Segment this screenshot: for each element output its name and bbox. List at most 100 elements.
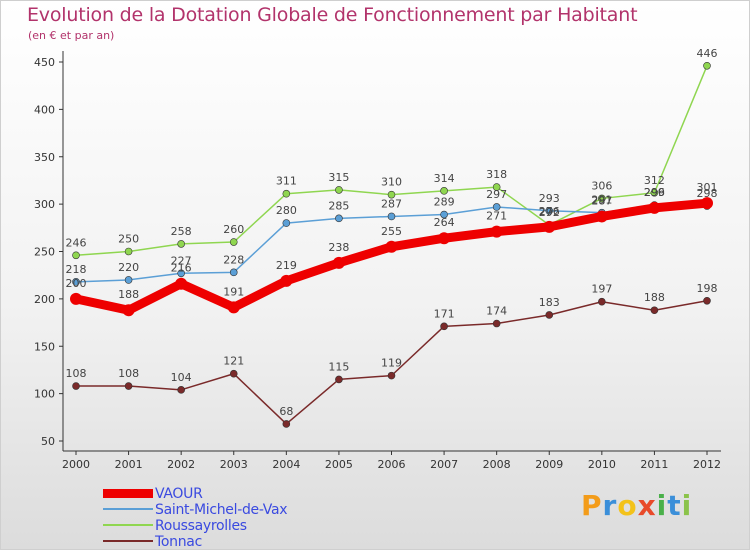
- data-label: 293: [539, 192, 560, 205]
- y-tick-label: 200: [34, 293, 55, 306]
- data-point-saint-michel-de-vax: [124, 276, 133, 284]
- data-point-saint-michel-de-vax: [492, 203, 501, 211]
- x-tick-label: 2011: [640, 458, 668, 471]
- data-point-roussayrolles: [282, 189, 291, 198]
- data-point-tonnac: [545, 311, 554, 319]
- data-point-vaour: [332, 256, 345, 269]
- data-point-tonnac: [229, 369, 238, 378]
- data-point-vaour: [227, 301, 240, 314]
- data-label: 301: [697, 181, 718, 194]
- data-point-roussayrolles: [650, 188, 659, 197]
- data-label: 291: [591, 194, 612, 207]
- legend-swatch: [103, 524, 153, 526]
- x-tick-label: 2001: [115, 458, 143, 471]
- data-label: 198: [697, 282, 718, 295]
- logo-letter: t: [667, 489, 682, 522]
- x-tick-label: 2000: [62, 458, 90, 471]
- data-point-vaour: [595, 210, 608, 223]
- x-tick-label: 2007: [430, 458, 458, 471]
- data-label: 188: [118, 288, 139, 301]
- data-point-vaour: [385, 240, 398, 253]
- data-label: 446: [697, 47, 718, 60]
- data-label: 238: [328, 241, 349, 254]
- data-label: 299: [644, 186, 665, 199]
- y-tick-label: 50: [41, 435, 55, 448]
- x-tick-label: 2003: [220, 458, 248, 471]
- chart-subtitle: (en € et par an): [28, 29, 115, 42]
- data-label: 280: [276, 204, 297, 217]
- data-point-vaour: [490, 225, 503, 238]
- data-label: 314: [434, 172, 455, 185]
- data-label: 216: [171, 262, 192, 275]
- logo-letter: i: [681, 489, 693, 522]
- data-point-roussayrolles: [440, 187, 448, 195]
- data-label: 258: [171, 225, 192, 238]
- data-point-roussayrolles: [177, 240, 185, 248]
- data-point-saint-michel-de-vax: [229, 268, 238, 277]
- data-label: 287: [381, 197, 402, 210]
- data-label: 315: [328, 171, 349, 184]
- data-point-vaour: [70, 292, 82, 305]
- data-label: 311: [276, 175, 297, 188]
- data-label: 271: [486, 210, 507, 223]
- data-point-roussayrolles: [229, 238, 238, 246]
- data-point-vaour: [701, 197, 713, 210]
- data-point-vaour: [438, 232, 451, 245]
- logo-letter: i: [656, 489, 668, 522]
- legend-swatch: [103, 508, 153, 510]
- data-point-roussayrolles: [335, 186, 343, 194]
- data-label: 298: [697, 187, 718, 200]
- data-label: 296: [644, 186, 665, 199]
- data-point-tonnac: [650, 306, 659, 315]
- data-point-tonnac: [387, 371, 396, 380]
- data-point-saint-michel-de-vax: [177, 269, 185, 278]
- data-point-tonnac: [703, 296, 711, 305]
- legend-label: Roussayrolles: [155, 518, 247, 534]
- x-tick-label: 2002: [167, 458, 195, 471]
- data-point-tonnac: [440, 322, 448, 331]
- data-label: 191: [223, 285, 244, 298]
- data-label: 108: [118, 367, 139, 380]
- data-label: 171: [434, 307, 455, 320]
- logo-letter: r: [602, 489, 618, 522]
- data-point-tonnac: [177, 386, 185, 394]
- logo-letter: x: [637, 489, 657, 522]
- y-tick-label: 150: [34, 340, 55, 353]
- data-label: 297: [486, 188, 507, 201]
- data-point-vaour: [280, 274, 293, 287]
- data-label: 174: [486, 305, 507, 318]
- y-tick-label: 450: [34, 56, 55, 69]
- proxiti-logo: Proxiti: [581, 489, 692, 522]
- data-point-roussayrolles: [124, 247, 133, 256]
- data-label: 119: [381, 357, 402, 370]
- y-tick-label: 250: [34, 246, 55, 259]
- x-tick-label: 2009: [535, 458, 563, 471]
- data-label: 121: [223, 355, 244, 368]
- data-point-tonnac: [598, 297, 606, 306]
- data-point-tonnac: [335, 375, 343, 384]
- data-label: 200: [66, 277, 87, 290]
- data-label: 188: [644, 291, 665, 304]
- data-point-tonnac: [492, 319, 501, 328]
- x-tick-label: 2005: [325, 458, 353, 471]
- data-label: 264: [434, 216, 455, 229]
- data-label: 285: [328, 199, 349, 212]
- data-label: 292: [539, 206, 560, 219]
- legend-label: Tonnac: [155, 534, 202, 550]
- x-tick-label: 2012: [693, 458, 721, 471]
- data-point-tonnac: [124, 382, 133, 390]
- data-label: 104: [171, 371, 192, 384]
- logo-letter: o: [617, 489, 638, 522]
- data-point-saint-michel-de-vax: [440, 210, 448, 219]
- data-point-saint-michel-de-vax: [387, 212, 396, 221]
- data-label: 255: [381, 225, 402, 238]
- data-point-vaour: [175, 277, 188, 290]
- data-point-roussayrolles: [72, 251, 80, 260]
- data-label: 276: [539, 205, 560, 218]
- data-label: 218: [66, 263, 87, 276]
- data-point-roussayrolles: [492, 183, 501, 191]
- data-point-vaour: [122, 304, 135, 317]
- y-tick-label: 100: [34, 388, 55, 401]
- data-label: 219: [276, 259, 297, 272]
